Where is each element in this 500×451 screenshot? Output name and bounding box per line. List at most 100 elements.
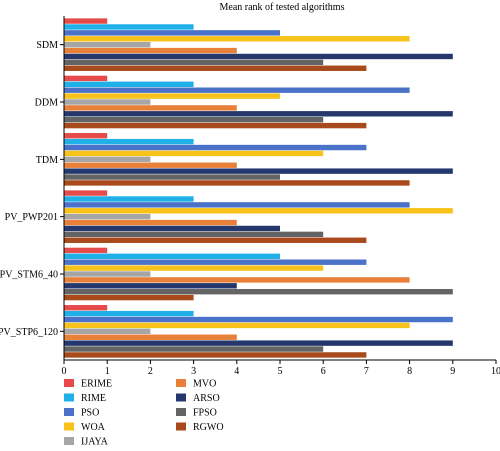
bar-rgwo-pv_stm6_40: [64, 294, 194, 301]
legend-swatch: [176, 379, 186, 387]
bar-ijaya-pv_stm6_40: [64, 271, 151, 277]
bar-woa-pv_stp6_120: [64, 322, 410, 329]
bar-rime-pv_pwp201: [64, 196, 194, 202]
x-ticks-group: 0 1 2 3 4 5 6 7 8 9 10: [62, 360, 500, 377]
legend-label: RGWO: [193, 422, 224, 433]
bar-pso-pv_stp6_120: [64, 316, 453, 323]
legend-swatch: [64, 408, 74, 416]
legend-item-rime: RIME: [64, 393, 106, 404]
legend-swatch: [64, 437, 74, 445]
bar-rgwo-ddm: [64, 122, 367, 129]
bar-erime-sdm: [64, 18, 108, 24]
bar-arso-tdm: [64, 168, 453, 174]
legend-item-mvo: MVO: [176, 379, 216, 390]
bar-rime-pv_stp6_120: [64, 310, 194, 317]
bar-arso-pv_pwp201: [64, 225, 280, 232]
legend-item-pso: PSO: [64, 408, 99, 419]
bar-fpso-pv_pwp201: [64, 231, 324, 238]
bar-ijaya-tdm: [64, 156, 151, 163]
legend-swatch: [176, 393, 186, 402]
bar-erime-tdm: [64, 133, 108, 139]
legend-label: WOA: [81, 422, 106, 433]
bars-group: [64, 18, 453, 358]
category-label-pv_stp6_120: PV_STP6_120: [0, 327, 58, 338]
bar-pso-ddm: [64, 87, 410, 93]
legend-swatch: [176, 408, 186, 416]
bar-mvo-tdm: [64, 162, 237, 168]
bar-woa-pv_stm6_40: [64, 265, 324, 271]
bar-ijaya-sdm: [64, 41, 151, 48]
bar-ijaya-pv_stp6_120: [64, 328, 151, 335]
bar-rgwo-pv_pwp201: [64, 237, 367, 243]
bar-arso-ddm: [64, 111, 453, 117]
bar-rime-pv_stm6_40: [64, 253, 280, 259]
bar-pso-pv_stm6_40: [64, 259, 367, 265]
bar-erime-pv_stp6_120: [64, 305, 108, 311]
bar-arso-pv_stm6_40: [64, 283, 237, 289]
bar-woa-sdm: [64, 36, 410, 42]
x-tick-label: 9: [450, 366, 455, 377]
legend-label: PSO: [81, 408, 99, 419]
legend-label: MVO: [193, 379, 216, 390]
legend: ERIME RIME PSO WOA IJAYA MVO ARSO FPSO RGWO: [64, 379, 224, 448]
bar-fpso-pv_stp6_120: [64, 346, 324, 352]
legend-swatch: [64, 422, 74, 431]
bar-mvo-ddm: [64, 105, 237, 111]
legend-swatch: [64, 393, 74, 402]
bar-rgwo-sdm: [64, 65, 367, 71]
bar-fpso-pv_stm6_40: [64, 289, 453, 295]
bar-erime-ddm: [64, 75, 108, 82]
legend-label: IJAYA: [81, 437, 109, 448]
x-tick-label: 3: [191, 366, 196, 377]
category-label-sdm: SDM: [36, 40, 58, 51]
bar-pso-pv_pwp201: [64, 202, 410, 208]
legend-item-arso: ARSO: [176, 393, 220, 404]
bar-mvo-pv_stp6_120: [64, 334, 237, 340]
bar-fpso-tdm: [64, 174, 280, 180]
category-label-pv_pwp201: PV_PWP201: [5, 212, 58, 223]
bar-rgwo-pv_stp6_120: [64, 352, 367, 358]
x-tick-label: 6: [321, 366, 326, 377]
bar-mvo-sdm: [64, 47, 237, 54]
bar-pso-tdm: [64, 144, 367, 151]
legend-item-erime: ERIME: [64, 379, 112, 390]
bar-arso-sdm: [64, 53, 453, 60]
legend-item-woa: WOA: [64, 422, 106, 433]
x-tick-label: 4: [234, 366, 239, 377]
x-tick-label: 1: [105, 366, 110, 377]
category-label-pv_stm6_40: PV_STM6_40: [0, 270, 58, 281]
legend-label: FPSO: [193, 408, 217, 419]
bar-arso-pv_stp6_120: [64, 340, 453, 346]
chart-title: Mean rank of tested algorithms: [220, 2, 345, 13]
legend-item-fpso: FPSO: [176, 408, 217, 419]
bar-ijaya-pv_pwp201: [64, 213, 151, 220]
category-labels-group: SDM DDM TDM PV_PWP201 PV_STM6_40 PV_STP6_120: [0, 40, 64, 338]
category-label-tdm: TDM: [36, 155, 58, 166]
bar-woa-ddm: [64, 93, 280, 99]
bar-woa-tdm: [64, 150, 324, 157]
bar-pso-sdm: [64, 30, 280, 36]
legend-label: ERIME: [81, 379, 112, 390]
legend-label: RIME: [81, 393, 106, 404]
legend-swatch: [64, 379, 74, 387]
bar-fpso-ddm: [64, 117, 324, 123]
legend-swatch: [176, 422, 186, 431]
bar-rime-ddm: [64, 81, 194, 87]
x-tick-label: 8: [407, 366, 412, 377]
legend-item-rgwo: RGWO: [176, 422, 224, 433]
bar-woa-pv_pwp201: [64, 208, 453, 214]
legend-item-ijaya: IJAYA: [64, 437, 109, 448]
bar-mvo-pv_pwp201: [64, 219, 237, 226]
bar-erime-pv_pwp201: [64, 190, 108, 196]
bar-rime-tdm: [64, 138, 194, 145]
x-tick-label: 7: [364, 366, 369, 377]
bar-ijaya-ddm: [64, 99, 151, 105]
bar-fpso-sdm: [64, 59, 324, 66]
bar-mvo-pv_stm6_40: [64, 277, 410, 283]
x-tick-label: 10: [491, 366, 500, 377]
bar-rime-sdm: [64, 24, 194, 30]
x-tick-label: 0: [62, 366, 67, 377]
x-tick-label: 2: [148, 366, 153, 377]
x-tick-label: 5: [278, 366, 283, 377]
